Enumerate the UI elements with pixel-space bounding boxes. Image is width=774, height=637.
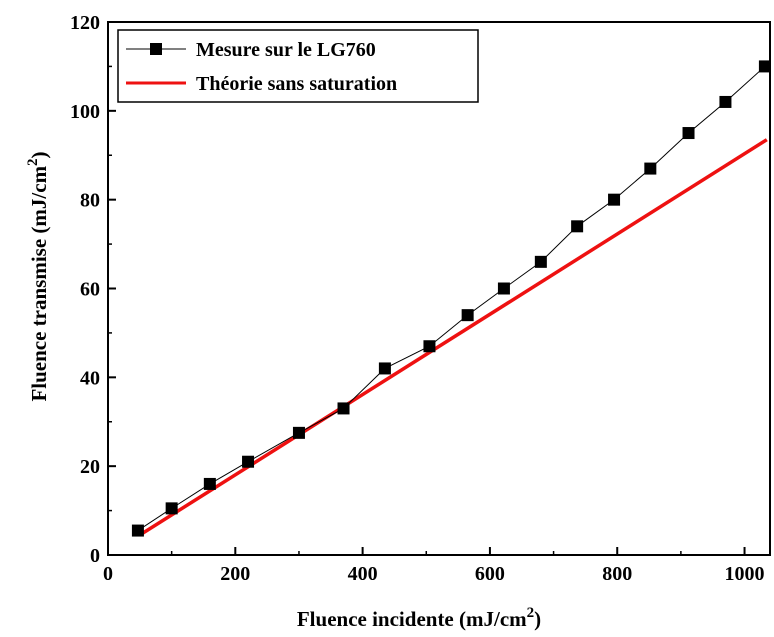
plot-area: 0 200 400 600 800 1000 0 20 40 60 80 100 120 (70, 12, 771, 585)
series-layer (131, 60, 771, 537)
y-tick-label: 0 (90, 545, 100, 567)
x-tick-label: 400 (348, 563, 378, 585)
data-point-mesure (644, 162, 657, 175)
data-point-mesure (378, 362, 391, 375)
data-point-mesure (131, 524, 144, 537)
data-point-mesure (337, 402, 350, 415)
y-tick-label: 80 (80, 190, 100, 212)
legend-label-theorie: Théorie sans saturation (196, 73, 397, 95)
data-point-mesure (165, 502, 178, 515)
x-tick-label: 200 (220, 563, 250, 585)
data-point-mesure (682, 127, 695, 140)
legend-box (117, 29, 479, 103)
y-tick-label: 40 (80, 367, 100, 389)
data-point-mesure (758, 60, 771, 73)
legend-label-mesure: Mesure sur le LG760 (196, 39, 376, 61)
y-tick-label: 60 (80, 279, 100, 301)
data-point-mesure (534, 255, 547, 268)
series-line-mesure (137, 66, 766, 531)
data-point-mesure (497, 282, 510, 295)
x-tick-label: 1000 (725, 563, 765, 585)
y-axis: 0 20 40 60 80 100 120 (70, 12, 116, 567)
y-tick-label: 100 (70, 101, 100, 123)
data-point-mesure (292, 426, 305, 439)
x-axis: 0 200 400 600 800 1000 (103, 547, 765, 585)
legend: Mesure sur le LG760 Théorie sans saturat… (117, 29, 479, 103)
x-axis-title: Fluence incidente (mJ/cm2) (297, 605, 541, 631)
y-axis-title: Fluence transmise (mJ/cm2) (25, 151, 51, 401)
series-line-theorie (138, 138, 768, 537)
data-point-mesure (719, 95, 732, 108)
data-point-mesure (242, 455, 255, 468)
data-point-mesure (608, 193, 621, 206)
x-tick-label: 0 (103, 563, 113, 585)
data-point-mesure (203, 477, 216, 490)
data-point-mesure (423, 340, 436, 353)
x-tick-label: 600 (475, 563, 505, 585)
legend-marker-mesure (150, 43, 162, 55)
y-tick-label: 120 (70, 12, 100, 34)
data-point-mesure (461, 309, 474, 322)
x-tick-label: 800 (602, 563, 632, 585)
y-tick-label: 20 (80, 456, 100, 478)
data-point-mesure (571, 220, 584, 233)
